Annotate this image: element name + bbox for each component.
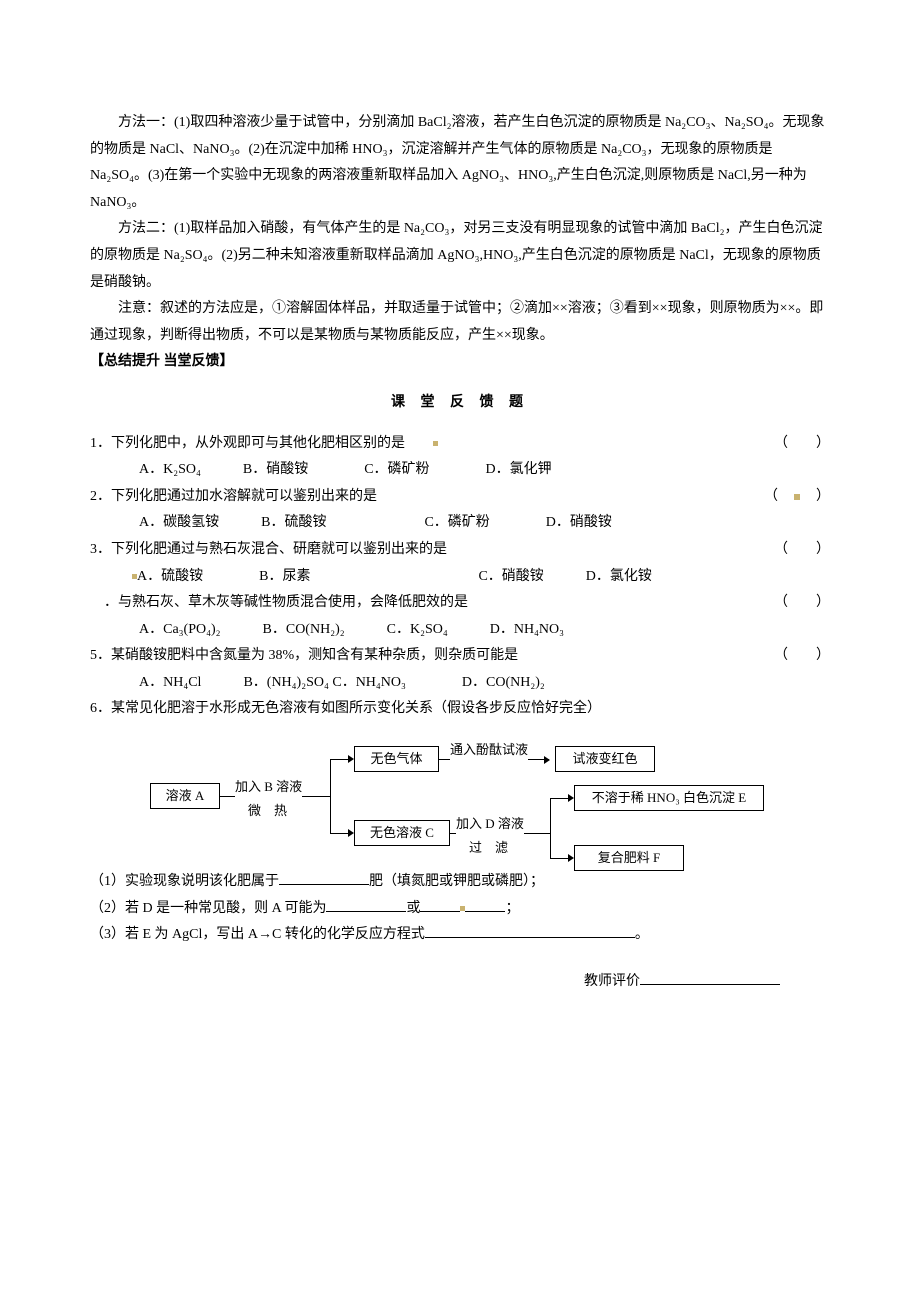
line — [330, 759, 348, 760]
line — [550, 798, 568, 799]
q6-sub3: （3）若 E 为 AgCl，写出 A→C 转化的化学反应方程式。 — [90, 922, 830, 949]
label-phen: 通入酚酞试液 — [450, 738, 528, 763]
section-heading: 【总结提升 当堂反馈】 — [90, 349, 830, 376]
blank-line — [640, 970, 780, 985]
blank-line — [326, 897, 406, 912]
box-gas: 无色气体 — [354, 746, 439, 772]
blank-line — [425, 923, 635, 938]
q5-stem: 5．某硝酸铵肥料中含氮量为 38%，测知含有某种杂质，则杂质可能是 — [90, 643, 774, 670]
q3-options: A．硫酸铵 B．尿素 C．硝酸铵 D．氯化铵 — [90, 564, 830, 591]
flowchart: 溶液 A 加入 B 溶液 微 热 无色气体 无色溶液 C 通入酚酞试液 试液变红… — [150, 731, 770, 861]
dot-icon — [433, 441, 438, 446]
q6-stem: 6．某常见化肥溶于水形成无色溶液有如图所示变化关系（假设各步反应恰好完全） — [90, 696, 830, 723]
blank-line — [420, 897, 460, 912]
line — [550, 858, 568, 859]
label-heat: 微 热 — [248, 799, 287, 824]
line — [330, 759, 331, 833]
blank-line — [465, 897, 505, 912]
teacher-eval: 教师评价 — [90, 969, 830, 996]
line — [550, 798, 551, 858]
q1-stem: 1．下列化肥中，从外观即可与其他化肥相区别的是 — [90, 431, 774, 458]
q1-paren: （ ） — [774, 431, 830, 458]
q3-paren: （ ） — [774, 537, 830, 564]
q2-options: A．碳酸氢铵 B．硫酸铵 C．磷矿粉 D．硝酸铵 — [90, 510, 830, 537]
q4-paren: （ ） — [774, 590, 830, 617]
box-compound-f: 复合肥料 F — [574, 845, 684, 871]
method-note: 注意：叙述的方法应是，①溶解固体样品，并取适量于试管中；②滴加××溶液；③看到×… — [90, 296, 830, 349]
q5-options: A．NH₄Cl B．(NH₄)₂SO₄ C．NH₄NO₃ D．CO(NH₂)₂ — [90, 670, 830, 697]
box-solution-c: 无色溶液 C — [354, 820, 450, 846]
q4-options: A．Ca₃(PO₄)₂ B．CO(NH₂)₂ C．K₂SO₄ D．NH₄NO₃ — [90, 617, 830, 644]
feedback-title: 课 堂 反 馈 题 — [391, 395, 529, 410]
blank-line — [279, 870, 369, 885]
q4-stem: ．与熟石灰、草木灰等碱性物质混合使用，会降低肥效的是 — [90, 590, 774, 617]
method-one: 方法一：(1)取四种溶液少量于试管中，分别滴加 BaCl₂溶液，若产生白色沉淀的… — [90, 110, 830, 216]
q6-sub1: （1）实验现象说明该化肥属于肥（填氮肥或钾肥或磷肥）； — [90, 869, 830, 896]
q5-paren: （ ） — [774, 643, 830, 670]
dot-icon — [794, 494, 800, 500]
box-solution-a: 溶液 A — [150, 783, 220, 809]
q2-paren: （ ） — [764, 484, 830, 511]
line — [330, 833, 348, 834]
q6-sub2: （2）若 D 是一种常见酸，则 A 可能为或； — [90, 896, 830, 923]
label-filter: 过 滤 — [469, 836, 508, 861]
method-two: 方法二：(1)取样品加入硝酸，有气体产生的是 Na₂CO₃，对另三支没有明显现象… — [90, 216, 830, 296]
q1-options: A．K₂SO₄ B．硝酸铵 C．磷矿粉 D．氯化钾 — [90, 457, 830, 484]
label-add-d: 加入 D 溶液 — [456, 812, 524, 837]
q2-stem: 2．下列化肥通过加水溶解就可以鉴别出来的是 — [90, 484, 764, 511]
q3-stem: 3．下列化肥通过与熟石灰混合、研磨就可以鉴别出来的是 — [90, 537, 774, 564]
box-red: 试液变红色 — [555, 746, 655, 772]
box-white-e: 不溶于稀 HNO₃ 白色沉淀 E — [574, 785, 764, 811]
label-add-b: 加入 B 溶液 — [235, 775, 302, 800]
